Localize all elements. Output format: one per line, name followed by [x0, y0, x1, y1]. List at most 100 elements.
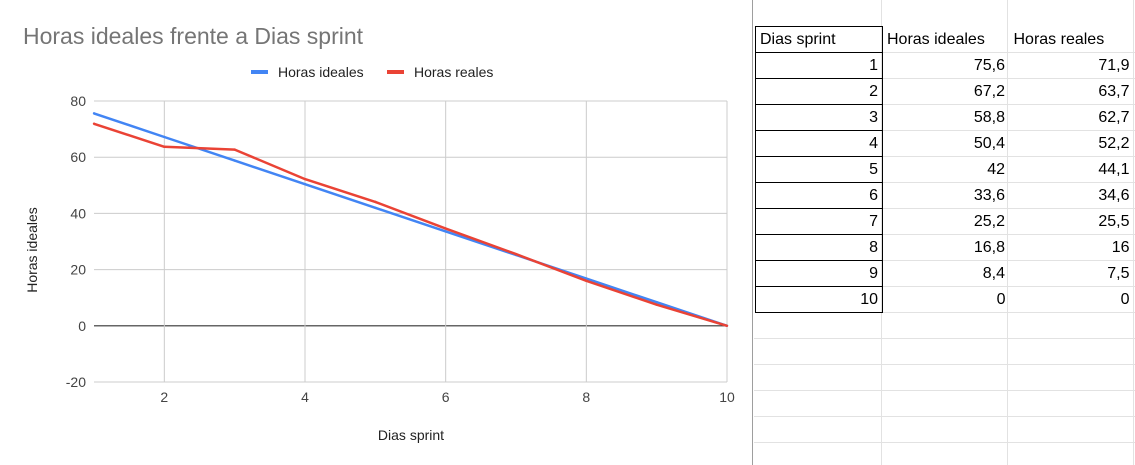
legend-label-horas-ideales: Horas ideales: [278, 64, 364, 80]
table-header-row: Dias sprint Horas ideales Horas reales: [755, 26, 1134, 53]
point-horas-ideales: [374, 206, 377, 209]
table-cell[interactable]: 8,4: [982, 265, 1005, 282]
table-cell[interactable]: 9: [755, 260, 883, 287]
column-header[interactable]: Horas ideales: [887, 31, 985, 48]
table-cell[interactable]: 10: [755, 286, 883, 313]
sheet-row-divider: [881, 234, 1135, 235]
y-tick-label: 20: [70, 262, 86, 278]
table-row: 4 50,4 52,2: [755, 130, 1134, 157]
table-cell[interactable]: 1: [755, 52, 883, 79]
sheet-row-divider: [754, 364, 881, 365]
legend-label-horas-reales: Horas reales: [414, 64, 493, 80]
sheet-row-divider: [881, 260, 1135, 261]
table-row: 8 16,8 16: [755, 234, 1134, 261]
sheet-row-divider: [881, 156, 1135, 157]
table-cell[interactable]: 50,4: [973, 135, 1005, 152]
table-cell[interactable]: 63,7: [1098, 83, 1130, 100]
spreadsheet-grid[interactable]: Dias sprint Horas ideales Horas reales 1 75,…: [754, 0, 1135, 465]
table-cell[interactable]: 42: [987, 161, 1005, 178]
grid-layer: [94, 100, 728, 383]
table-cell[interactable]: 25,2: [973, 213, 1005, 230]
x-tick-label: 6: [442, 389, 450, 405]
sheet-row-divider: [881, 364, 1135, 365]
table-cell[interactable]: 44,1: [1098, 161, 1130, 178]
table-cell[interactable]: 8: [755, 234, 883, 261]
point-horas-ideales: [655, 300, 658, 304]
sheet-column-divider: [1007, 0, 1008, 465]
table-cell[interactable]: 58,8: [973, 109, 1005, 126]
sheet-row-divider: [754, 442, 881, 443]
sheet-row-divider: [881, 78, 1135, 79]
x-tick-label: 10: [719, 389, 735, 405]
table-cell[interactable]: 25,5: [1098, 213, 1130, 230]
x-tick-label: 8: [582, 389, 590, 405]
series-line-horas-ideales[interactable]: [93, 112, 728, 327]
table-cell[interactable]: 52,2: [1098, 135, 1130, 152]
sheet-row-divider: [881, 416, 1135, 417]
table-cell[interactable]: 71,9: [1098, 57, 1130, 74]
x-axis-title: Dias sprint: [378, 427, 444, 443]
point-horas-reales: [585, 279, 588, 283]
table-cell[interactable]: 16: [1111, 239, 1130, 256]
table-cell[interactable]: 16,8: [973, 239, 1005, 256]
table-cell[interactable]: 67,2: [973, 83, 1005, 100]
series-layer: [92, 112, 729, 327]
table-cell[interactable]: 75,6: [973, 57, 1005, 74]
chart-panel[interactable]: Horas ideales frente a Dias sprint Horas…: [0, 0, 753, 465]
column-header[interactable]: Dias sprint: [755, 26, 883, 53]
point-horas-ideales: [444, 230, 447, 233]
y-tick-label: 80: [70, 93, 86, 109]
table-cell[interactable]: 7: [755, 208, 883, 235]
table-cell[interactable]: 5: [755, 156, 883, 183]
point-horas-reales: [92, 122, 96, 125]
table-row: 6 33,6 34,6: [755, 182, 1134, 209]
point-horas-reales: [374, 200, 377, 204]
x-tick-label: 4: [301, 389, 309, 405]
table-cell[interactable]: 0: [1120, 291, 1130, 308]
sheet-row-divider: [754, 338, 881, 339]
sheet-row-divider: [754, 390, 881, 391]
y-tick-label: 60: [70, 149, 86, 165]
sheet-row-divider: [881, 338, 1135, 339]
point-horas-ideales: [233, 159, 236, 162]
table-cell[interactable]: 33,6: [973, 187, 1005, 204]
data-table[interactable]: Dias sprint Horas ideales Horas reales 1 75,…: [755, 26, 1134, 313]
table-row: 5 42 44,1: [755, 156, 1134, 183]
x-tick-label: 2: [160, 389, 168, 405]
series-line-horas-reales[interactable]: [93, 122, 728, 327]
line-chart[interactable]: Horas ideales frente a Dias sprint Horas…: [0, 0, 752, 465]
table-cell[interactable]: 34,6: [1098, 187, 1130, 204]
y-tick-label: 40: [70, 205, 86, 221]
point-horas-ideales: [163, 135, 166, 139]
table-cell[interactable]: 4: [755, 130, 883, 157]
table-cell[interactable]: 6: [755, 182, 883, 209]
sheet-row-divider: [881, 442, 1135, 443]
point-horas-reales: [725, 324, 729, 327]
table-cell[interactable]: 2: [755, 78, 883, 105]
legend-swatch-horas-ideales: [251, 70, 268, 74]
column-header[interactable]: Horas reales: [1013, 31, 1105, 48]
sheet-row-divider: [881, 208, 1135, 209]
sheet-row-divider: [881, 182, 1135, 183]
table-cell[interactable]: 0: [996, 291, 1006, 308]
legend-swatch-horas-reales: [387, 70, 404, 74]
chart-legend[interactable]: Horas ideales Horas reales: [251, 64, 493, 80]
point-horas-reales: [655, 303, 658, 306]
table-row: 2 67,2 63,7: [755, 78, 1134, 105]
point-horas-reales: [163, 145, 166, 149]
point-horas-ideales: [585, 277, 588, 280]
point-horas-ideales: [92, 112, 96, 115]
point-horas-reales: [303, 177, 307, 181]
sheet-column-divider: [1133, 0, 1134, 465]
axis-layer: -20 0 20 40 60 80 2 4 6 8 10: [66, 93, 735, 405]
sheet-row-divider: [754, 416, 881, 417]
point-horas-reales: [444, 227, 447, 230]
table-cell[interactable]: 7,5: [1107, 265, 1130, 282]
point-horas-ideales: [303, 182, 307, 186]
sheet-row-divider: [881, 104, 1135, 105]
sheet-row-divider: [881, 286, 1135, 287]
y-tick-label: -20: [66, 374, 86, 390]
table-cell[interactable]: 62,7: [1098, 109, 1130, 126]
chart-title: Horas ideales frente a Dias sprint: [23, 23, 364, 49]
table-cell[interactable]: 3: [755, 104, 883, 131]
